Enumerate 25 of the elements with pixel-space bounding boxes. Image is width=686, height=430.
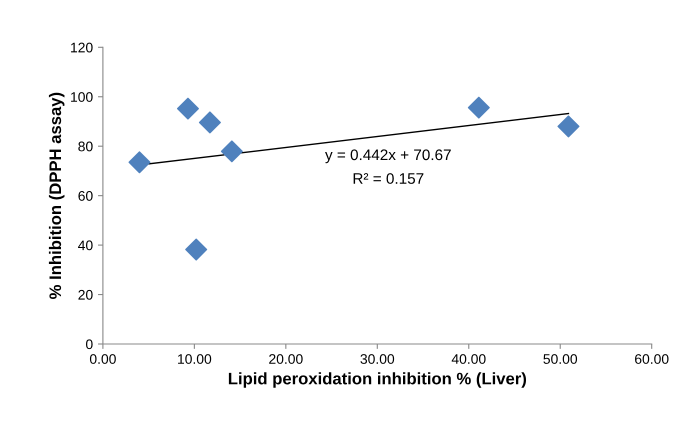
x-tick-label: 0.00 [90,354,116,364]
y-tick-label: 80 [78,142,93,152]
point [468,96,490,119]
x-axis-title: Lipid peroxidation inhibition % (Liver) [228,372,526,388]
y-tick-label: 20 [78,290,93,300]
x-tick-label: 20.00 [269,354,303,364]
point [557,115,580,138]
annotation: R² = 0.157 [354,173,424,184]
point [198,111,221,134]
y-axis-title: % Inhibition (DPPH assay) [48,92,64,299]
point [176,98,199,120]
y-tick-label: 100 [71,92,93,102]
point [185,238,208,261]
y-tick-label: 60 [78,190,93,201]
x-tick-label: 10.00 [178,354,212,364]
x-tick-label: 30.00 [360,354,394,364]
x-tick-label: 60.00 [635,354,669,364]
x-tick-label: 40.00 [452,354,486,364]
annotation: y = 0.442x + 70.67 [325,149,451,164]
point [128,151,150,174]
y-tick-label: 0 [86,339,93,350]
x-tick-label: 50.00 [543,354,578,364]
y-tick-label: 40 [78,240,93,250]
y-tick-label: 120 [71,42,93,52]
point [220,140,243,162]
